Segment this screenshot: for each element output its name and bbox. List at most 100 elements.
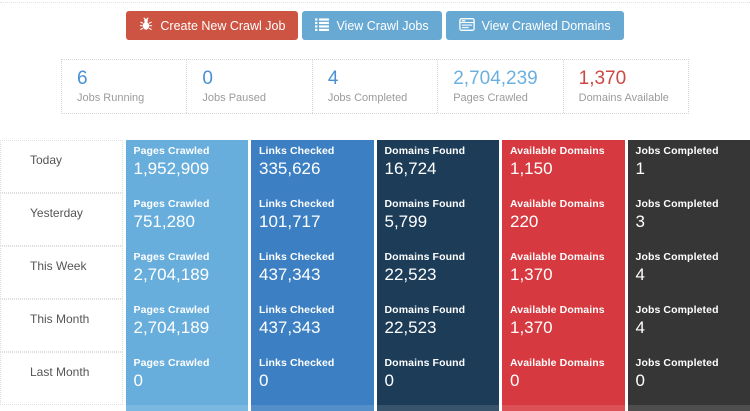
cell-available-domains: Available Domains 0: [502, 352, 625, 405]
cell-links-checked: Links Checked 0: [251, 352, 374, 405]
cell-metric-label: Available Domains: [510, 251, 620, 264]
stat-label: Jobs Running: [77, 92, 186, 104]
cell-metric-label: Domains Found: [385, 145, 495, 158]
stat-card-domains-available: 1,370 Domains Available: [564, 60, 688, 113]
cell-domains-found: Domains Found 16,724: [377, 140, 500, 193]
cell-metric-value: 220: [510, 212, 620, 232]
cell-pages-crawled: Pages Crawled 1,952,909: [126, 140, 249, 193]
cell-metric-label: Domains Found: [385, 304, 495, 317]
stat-value: 0: [202, 67, 311, 90]
cell-metric-label: Pages Crawled: [134, 145, 244, 158]
table-continuation: [0, 405, 123, 411]
browser-window-icon: [459, 18, 475, 34]
view-crawled-domains-label: View Crawled Domains: [482, 19, 611, 33]
cell-pages-crawled: Pages Crawled 0: [126, 352, 249, 405]
crawler-dashboard: Create New Crawl Job View Crawl Jobs: [0, 2, 750, 407]
cell-metric-value: 0: [385, 371, 495, 391]
metrics-table: Today Pages Crawled 1,952,909 Links Chec…: [0, 140, 750, 411]
cell-jobs-completed: Jobs Completed 0: [628, 352, 750, 405]
cell-metric-label: Pages Crawled: [134, 357, 244, 370]
cell-metric-label: Available Domains: [510, 304, 620, 317]
cell-jobs-completed: Jobs Completed 4: [628, 299, 750, 352]
cell-metric-value: 22,523: [385, 318, 495, 338]
view-crawl-jobs-label: View Crawl Jobs: [336, 19, 428, 33]
cell-metric-label: Links Checked: [259, 357, 369, 370]
stat-card-jobs-paused: 0 Jobs Paused: [187, 60, 312, 113]
cell-domains-found: Domains Found 0: [377, 352, 500, 405]
bug-icon: [139, 17, 153, 34]
cell-metric-value: 16,724: [385, 159, 495, 179]
cell-metric-value: 437,343: [259, 318, 369, 338]
cell-pages-crawled: Pages Crawled 2,704,189: [126, 246, 249, 299]
cell-domains-found: Domains Found 22,523: [377, 246, 500, 299]
cell-jobs-completed: Jobs Completed 3: [628, 193, 750, 246]
cell-metric-value: 751,280: [134, 212, 244, 232]
cell-domains-found: Domains Found 5,799: [377, 193, 500, 246]
cell-metric-label: Jobs Completed: [636, 145, 746, 158]
cell-metric-value: 4: [636, 318, 746, 338]
cell-metric-value: 0: [636, 371, 746, 391]
cell-metric-value: 5,799: [385, 212, 495, 232]
cell-metric-label: Links Checked: [259, 198, 369, 211]
cell-metric-value: 101,717: [259, 212, 369, 232]
cell-domains-found: Domains Found 22,523: [377, 299, 500, 352]
row-label-last-month: Last Month: [0, 352, 123, 405]
row-label-this-week: This Week: [0, 246, 123, 299]
cell-metric-value: 0: [510, 371, 620, 391]
table-continuation: [251, 405, 374, 411]
cell-metric-value: 1,952,909: [134, 159, 244, 179]
cell-metric-label: Jobs Completed: [636, 198, 746, 211]
cell-available-domains: Available Domains 1,370: [502, 246, 625, 299]
cell-available-domains: Available Domains 1,150: [502, 140, 625, 193]
cell-metric-value: 2,704,189: [134, 318, 244, 338]
stat-card-jobs-running: 6 Jobs Running: [62, 60, 187, 113]
create-crawl-job-label: Create New Crawl Job: [160, 19, 285, 33]
table-continuation: [502, 405, 625, 411]
row-label-yesterday: Yesterday: [0, 193, 123, 246]
cell-metric-value: 437,343: [259, 265, 369, 285]
stat-card-pages-crawled: 2,704,239 Pages Crawled: [438, 60, 563, 113]
cell-available-domains: Available Domains 1,370: [502, 299, 625, 352]
cell-metric-value: 1: [636, 159, 746, 179]
cell-jobs-completed: Jobs Completed 4: [628, 246, 750, 299]
stat-card-jobs-completed: 4 Jobs Completed: [313, 60, 438, 113]
cell-metric-value: 0: [134, 371, 244, 391]
cell-metric-label: Jobs Completed: [636, 251, 746, 264]
cell-metric-value: 3: [636, 212, 746, 232]
create-crawl-job-button[interactable]: Create New Crawl Job: [126, 11, 298, 40]
cell-links-checked: Links Checked 101,717: [251, 193, 374, 246]
table-continuation: [377, 405, 500, 411]
stats-bar: 6 Jobs Running 0 Jobs Paused 4 Jobs Comp…: [61, 59, 689, 114]
table-continuation: [628, 405, 750, 411]
cell-pages-crawled: Pages Crawled 2,704,189: [126, 299, 249, 352]
stat-value: 4: [328, 67, 437, 90]
stat-label: Jobs Completed: [328, 92, 437, 104]
cell-metric-value: 0: [259, 371, 369, 391]
cell-metric-value: 1,370: [510, 318, 620, 338]
cell-metric-label: Domains Found: [385, 198, 495, 211]
cell-metric-label: Available Domains: [510, 357, 620, 370]
cell-available-domains: Available Domains 220: [502, 193, 625, 246]
view-crawled-domains-button[interactable]: View Crawled Domains: [446, 11, 624, 40]
cell-metric-value: 1,370: [510, 265, 620, 285]
cell-metric-label: Pages Crawled: [134, 251, 244, 264]
cell-metric-label: Pages Crawled: [134, 304, 244, 317]
cell-links-checked: Links Checked 335,626: [251, 140, 374, 193]
toolbar: Create New Crawl Job View Crawl Jobs: [0, 11, 750, 40]
cell-metric-label: Jobs Completed: [636, 357, 746, 370]
stat-label: Pages Crawled: [453, 92, 562, 104]
stat-value: 1,370: [579, 67, 688, 90]
stat-label: Jobs Paused: [202, 92, 311, 104]
cell-metric-value: 335,626: [259, 159, 369, 179]
stat-label: Domains Available: [579, 92, 688, 104]
stat-value: 6: [77, 67, 186, 90]
table-continuation: [126, 405, 249, 411]
cell-pages-crawled: Pages Crawled 751,280: [126, 193, 249, 246]
cell-metric-value: 4: [636, 265, 746, 285]
cell-metric-label: Links Checked: [259, 304, 369, 317]
cell-jobs-completed: Jobs Completed 1: [628, 140, 750, 193]
cell-links-checked: Links Checked 437,343: [251, 299, 374, 352]
stat-value: 2,704,239: [453, 67, 562, 90]
cell-metric-label: Domains Found: [385, 357, 495, 370]
view-crawl-jobs-button[interactable]: View Crawl Jobs: [302, 11, 441, 40]
